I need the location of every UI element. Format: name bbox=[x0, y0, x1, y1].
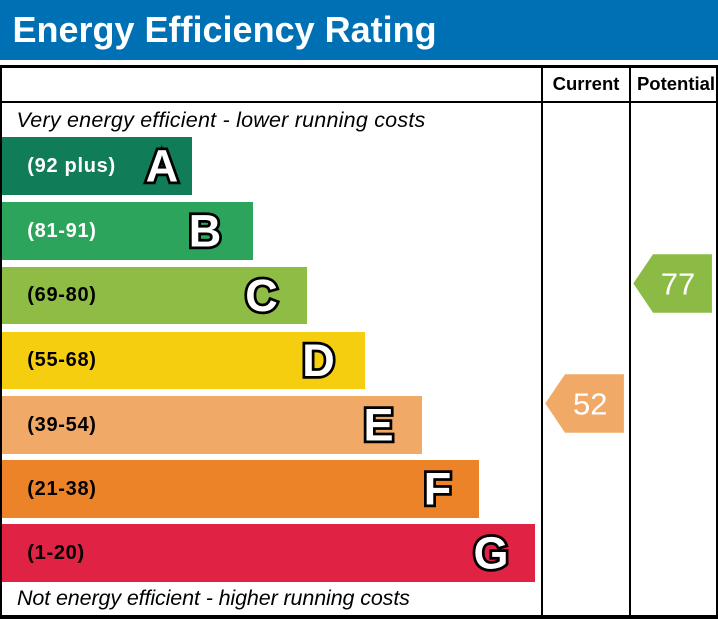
svg-text:G: G bbox=[473, 527, 508, 578]
svg-text:52: 52 bbox=[573, 387, 607, 422]
svg-text:F: F bbox=[424, 463, 452, 514]
svg-text:B: B bbox=[189, 205, 222, 256]
svg-text:77: 77 bbox=[661, 267, 695, 302]
svg-text:C: C bbox=[245, 270, 278, 321]
svg-text:E: E bbox=[363, 399, 393, 450]
svg-text:D: D bbox=[302, 335, 335, 386]
svg-text:A: A bbox=[146, 141, 179, 192]
